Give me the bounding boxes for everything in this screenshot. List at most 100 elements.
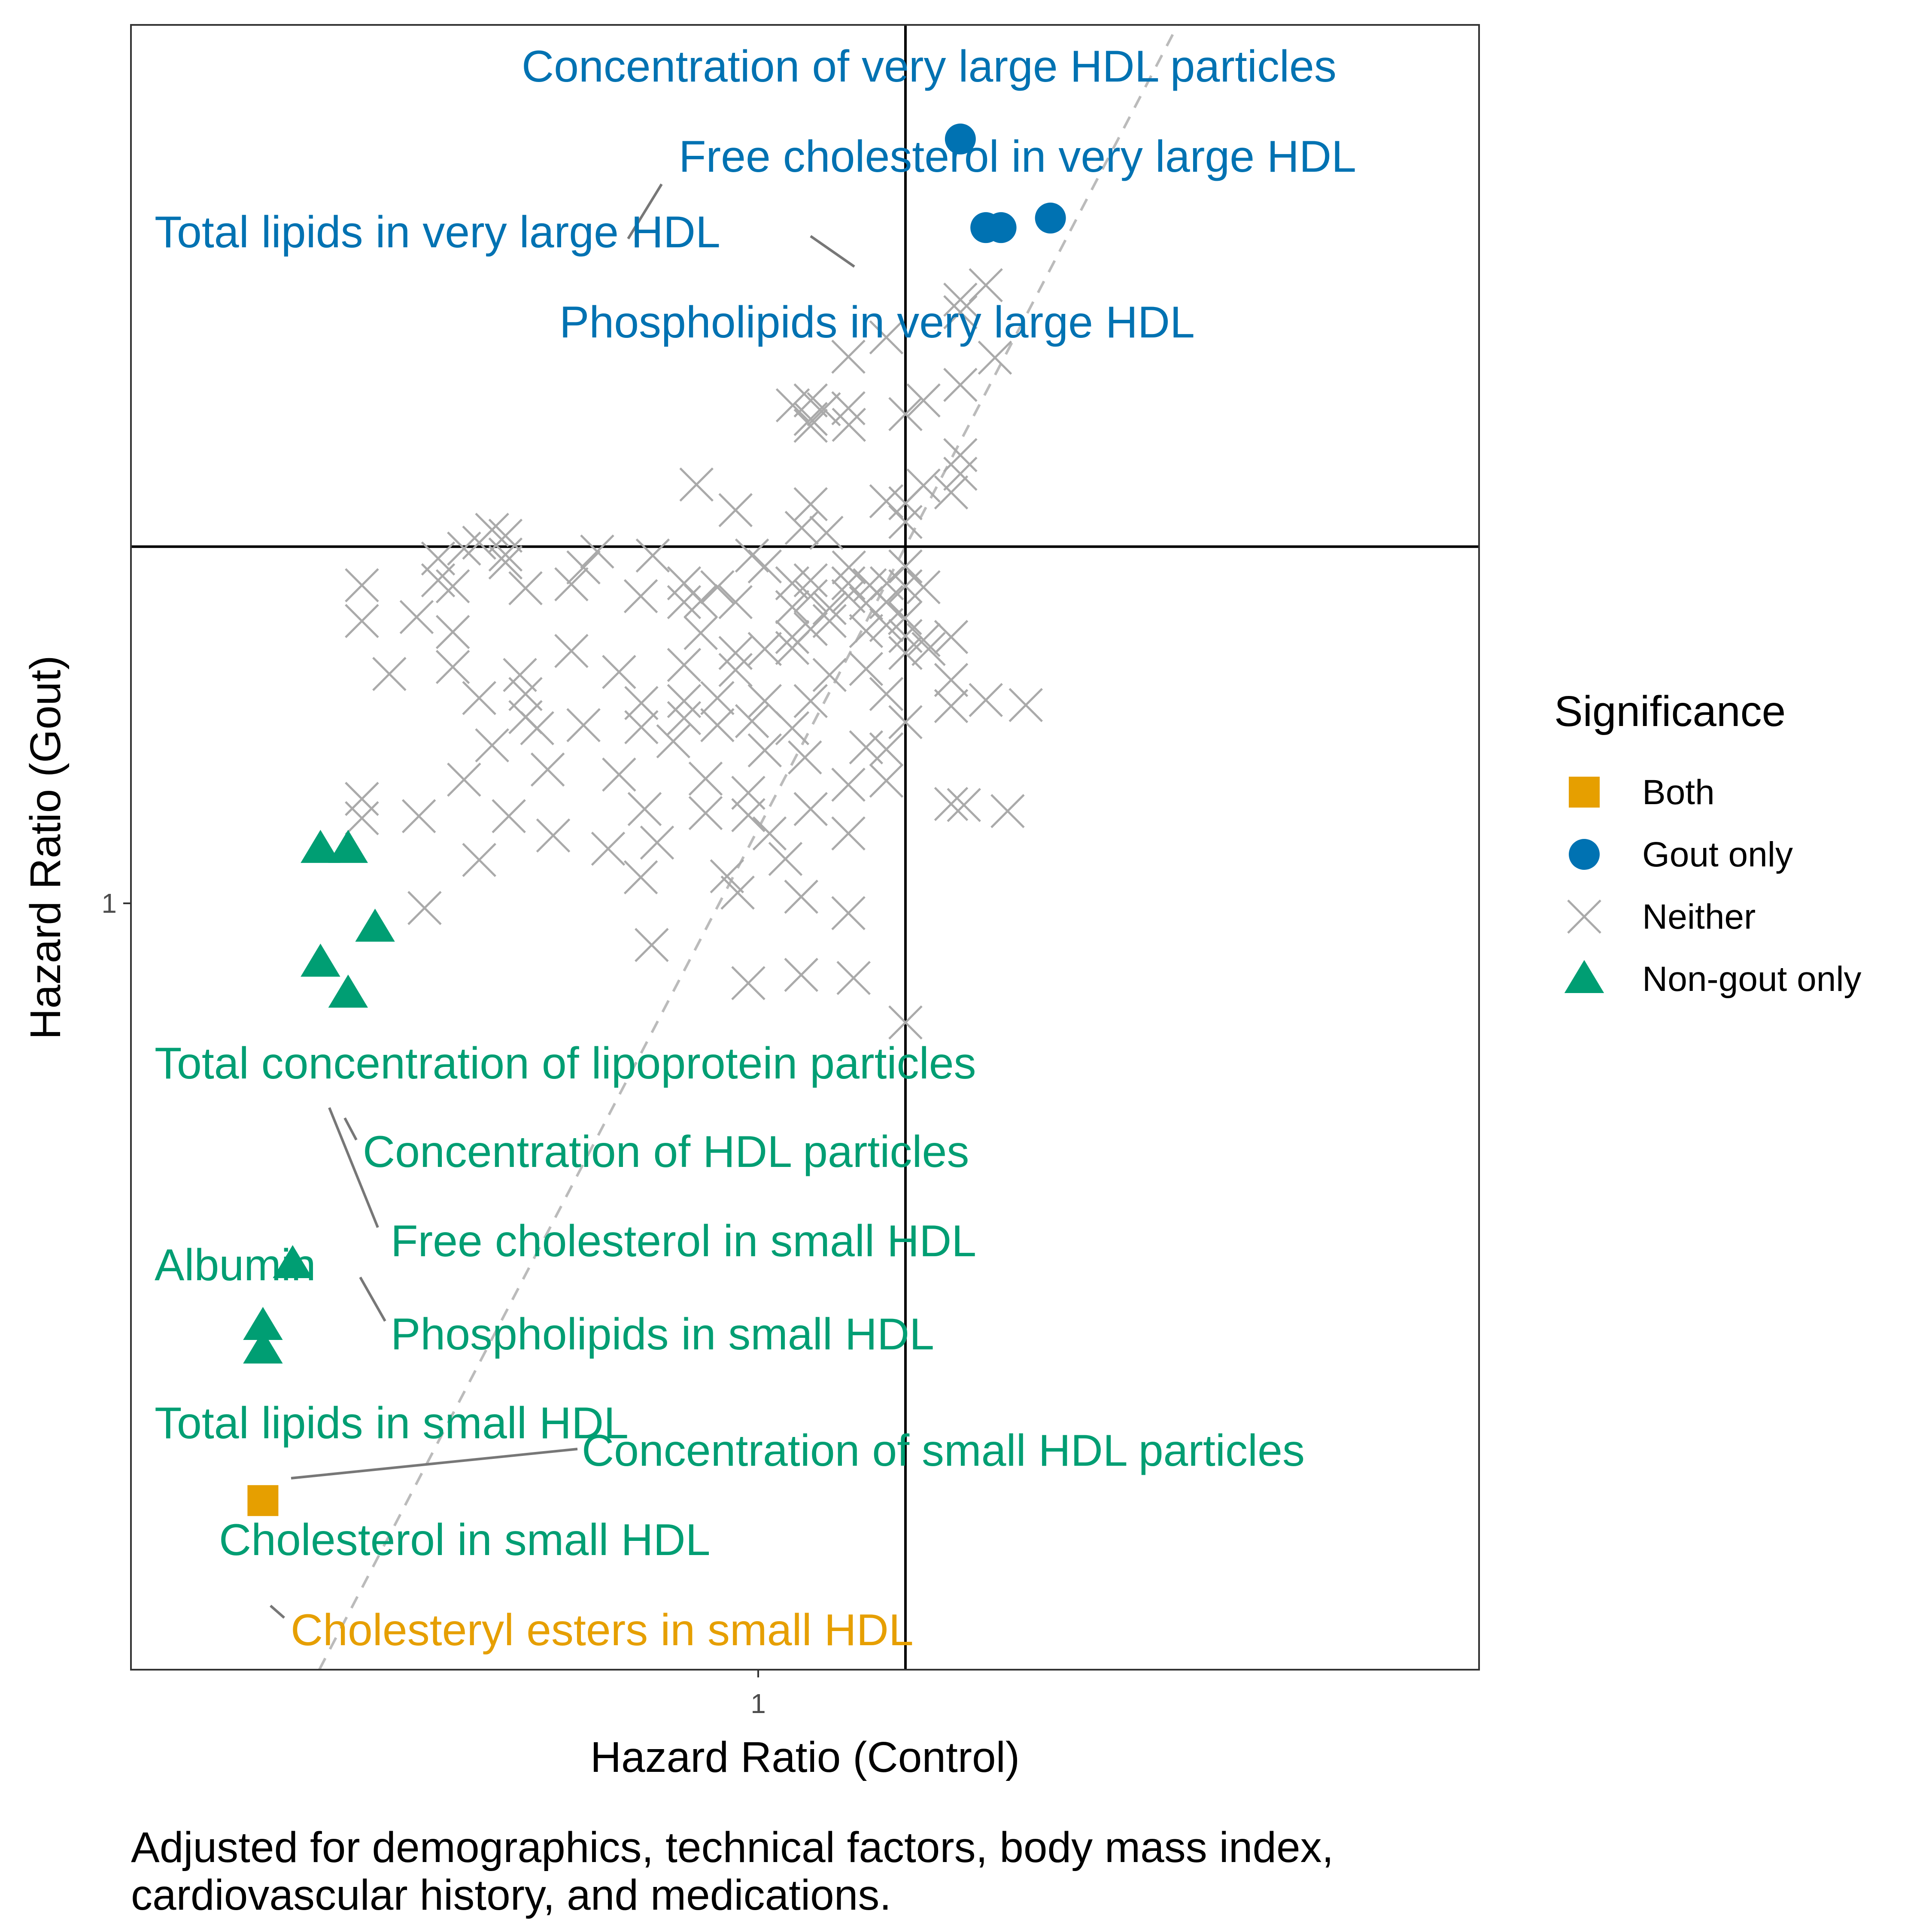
point-label: Concentration of small HDL particles	[582, 1426, 1305, 1476]
data-point-neither	[747, 684, 782, 718]
data-point-nongout	[355, 908, 395, 942]
legend-key-both	[1569, 777, 1600, 808]
data-point-neither	[700, 708, 735, 742]
data-point-neither	[775, 711, 810, 745]
legend-entries: Both Gout only Neither Non-gout only	[1564, 773, 1862, 999]
data-point-neither	[869, 763, 904, 798]
y-tick-label: 1	[101, 888, 117, 919]
legend-title: Significance	[1554, 687, 1786, 735]
data-point-neither	[435, 569, 470, 604]
data-point-nongout	[273, 1245, 313, 1278]
data-point-neither	[688, 796, 723, 830]
data-point-neither	[943, 456, 978, 491]
data-point-gout	[945, 123, 976, 155]
data-point-neither	[718, 493, 753, 527]
data-point-neither	[554, 567, 589, 601]
data-point-neither	[656, 724, 691, 759]
data-point-neither	[869, 732, 904, 767]
data-point-neither	[934, 663, 969, 697]
data-point-neither	[554, 634, 589, 668]
data-point-neither	[667, 701, 702, 735]
data-point-neither	[679, 467, 714, 502]
data-point-neither	[566, 550, 601, 585]
data-point-neither	[635, 928, 669, 962]
data-point-neither	[627, 792, 662, 826]
point-labels: Concentration of very large HDL particle…	[155, 42, 1356, 1655]
data-point-neither	[488, 545, 523, 580]
data-point-neither	[888, 397, 923, 431]
data-point-neither	[888, 569, 923, 604]
data-point-neither	[345, 604, 379, 638]
axes: 1 1 Hazard Ratio (Control) Hazard Ratio …	[21, 656, 1020, 1781]
plot-border	[130, 24, 1480, 1671]
data-point-neither	[624, 710, 659, 744]
point-label: Total lipids in small HDL	[155, 1398, 629, 1448]
data-point-neither	[812, 658, 847, 692]
data-point-neither	[747, 733, 782, 768]
data-point-neither	[849, 652, 884, 686]
data-point-neither	[345, 568, 379, 602]
data-point-neither	[831, 768, 866, 802]
legend-label-neither: Neither	[1642, 897, 1756, 936]
data-point-neither	[888, 504, 923, 539]
plot-area: Concentration of very large HDL particle…	[130, 24, 1480, 1671]
data-point-neither	[784, 957, 818, 992]
point-label: Free cholesterol in very large HDL	[679, 132, 1356, 182]
data-point-neither	[623, 860, 658, 895]
data-point-neither	[718, 636, 753, 670]
data-point-neither	[462, 843, 496, 877]
data-point-neither	[399, 600, 434, 635]
data-point-neither	[520, 711, 554, 745]
data-point-neither	[700, 681, 735, 715]
data-point-neither	[831, 896, 866, 930]
data-point-neither	[849, 614, 884, 648]
label-leader-line	[359, 1276, 386, 1322]
data-point-neither	[793, 792, 828, 826]
series-significant	[243, 123, 1066, 1516]
data-point-neither	[793, 408, 828, 443]
data-point-neither	[735, 704, 769, 738]
data-point-neither	[831, 391, 866, 425]
data-point-neither	[635, 538, 670, 573]
data-point-neither	[768, 841, 803, 876]
legend-label-nongout: Non-gout only	[1642, 960, 1862, 999]
data-point-nongout	[243, 1307, 283, 1340]
data-point-neither	[710, 859, 744, 893]
legend-key-nongout	[1564, 960, 1604, 993]
data-point-neither	[969, 683, 1003, 717]
point-label: Concentration of very large HDL particle…	[522, 42, 1337, 91]
data-point-nongout	[301, 943, 340, 977]
data-point-neither	[372, 657, 407, 691]
x-tick-label: 1	[750, 1688, 766, 1719]
label-leader-line	[291, 1448, 578, 1479]
legend-label-gout: Gout only	[1642, 835, 1793, 874]
data-point-neither	[831, 340, 866, 374]
data-point-neither	[969, 268, 1003, 303]
y-axis-title: Hazard Ratio (Gout)	[21, 656, 70, 1040]
data-point-nongout	[328, 829, 368, 863]
data-point-neither	[700, 570, 735, 605]
data-point-neither	[624, 686, 659, 720]
data-point-neither	[447, 762, 481, 797]
data-point-neither	[784, 879, 818, 914]
data-point-neither	[775, 631, 810, 665]
data-point-neither	[747, 549, 782, 584]
data-point-neither	[793, 563, 828, 598]
data-point-neither	[747, 632, 782, 666]
data-point-neither	[888, 636, 923, 670]
data-point-neither	[869, 608, 904, 642]
data-point-neither	[943, 368, 978, 402]
legend-entry-both: Both	[1569, 773, 1715, 812]
data-point-nongout	[328, 974, 368, 1008]
data-point-gout	[985, 212, 1017, 243]
data-point-neither	[752, 816, 787, 851]
data-point-neither	[683, 616, 718, 650]
data-point-neither	[888, 601, 922, 635]
data-point-neither	[731, 966, 766, 1000]
data-point-neither	[934, 475, 969, 510]
label-leader-lines	[270, 183, 855, 1619]
data-point-neither	[832, 550, 866, 585]
data-point-neither	[869, 677, 904, 711]
point-label: Total lipids in very large HDL	[155, 207, 720, 257]
